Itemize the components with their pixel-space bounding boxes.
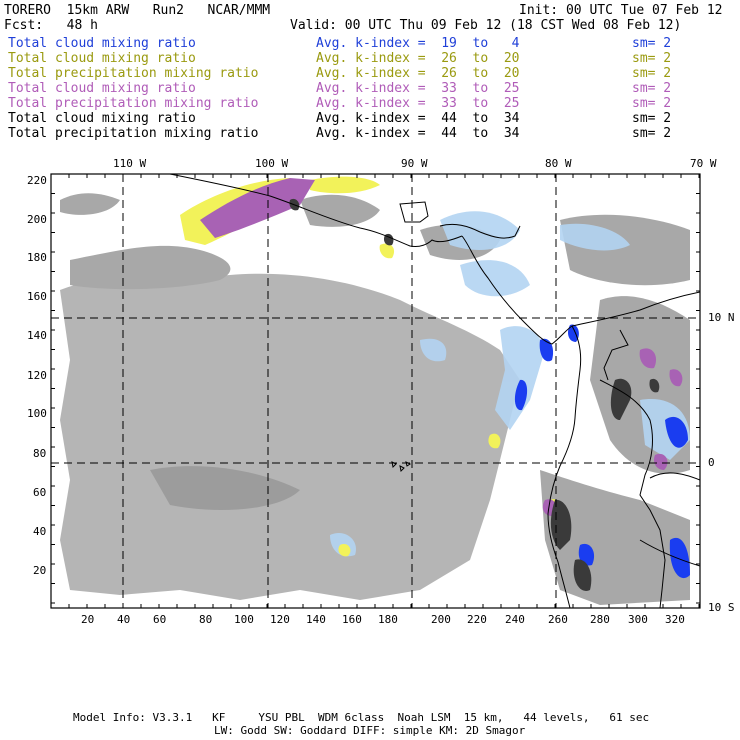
lon-label-80w: 80 W	[545, 157, 572, 170]
legend-kindex-1: Avg. k-index = 26 to 20	[316, 51, 520, 66]
legend-sm-1: sm= 2	[632, 51, 672, 66]
legend-kindex-5: Avg. k-index = 44 to 34	[316, 111, 520, 126]
legend-sm-2: sm= 2	[632, 66, 672, 81]
x-label-120: 120	[270, 613, 290, 626]
purple-layer	[200, 178, 683, 516]
x-label-40: 40	[117, 613, 131, 626]
x-label-60: 60	[153, 613, 167, 626]
x-label-80: 80	[199, 613, 213, 626]
legend-field-3: Total cloud mixing ratio	[8, 81, 196, 96]
y-label-80: 80	[33, 447, 47, 460]
init-time: Init: 00 UTC Tue 07 Feb 12	[519, 3, 723, 18]
lon-label-70w: 70 W	[690, 157, 717, 170]
legend-field-2: Total precipitation mixing ratio	[8, 66, 259, 81]
x-label-240: 240	[505, 613, 525, 626]
coastlines	[169, 174, 700, 608]
legend-kindex-3: Avg. k-index = 33 to 25	[316, 81, 520, 96]
lat-label-10n: 10 N	[708, 311, 735, 324]
lon-label-100w: 100 W	[255, 157, 289, 170]
x-label-200: 200	[431, 613, 451, 626]
model-info: Model Info: V3.3.1 KF YSU PBL WDM 6class…	[73, 711, 650, 724]
model-physics: LW: Godd SW: Goddard DIFF: simple KM: 2D…	[214, 724, 526, 737]
y-label-120: 120	[27, 369, 47, 382]
legend-sm-0: sm= 2	[632, 36, 672, 51]
x-label-260: 260	[548, 613, 568, 626]
lon-label-110w: 110 W	[113, 157, 147, 170]
valid-time: Valid: 00 UTC Thu 09 Feb 12 (18 CST Wed …	[290, 18, 682, 33]
x-label-220: 220	[467, 613, 487, 626]
model-title: TORERO 15km ARW Run2 NCAR/MMM	[4, 3, 271, 18]
legend-kindex-6: Avg. k-index = 44 to 34	[316, 126, 520, 141]
legend-field-4: Total precipitation mixing ratio	[8, 96, 259, 111]
x-label-320: 320	[665, 613, 685, 626]
x-label-20: 20	[81, 613, 95, 626]
legend-field-0: Total cloud mixing ratio	[8, 36, 196, 51]
y-label-100: 100	[27, 407, 47, 420]
y-label-160: 160	[27, 290, 47, 303]
legend-field-5: Total cloud mixing ratio	[8, 111, 196, 126]
x-label-280: 280	[590, 613, 610, 626]
y-label-20: 20	[33, 564, 47, 577]
x-label-140: 140	[306, 613, 326, 626]
y-label-60: 60	[33, 486, 47, 499]
blue-layer	[514, 324, 690, 579]
legend-sm-5: sm= 2	[632, 111, 672, 126]
x-label-100: 100	[234, 613, 254, 626]
legend-field-1: Total cloud mixing ratio	[8, 51, 196, 66]
legend-kindex-2: Avg. k-index = 26 to 20	[316, 66, 520, 81]
x-label-160: 160	[342, 613, 362, 626]
gray-cloud-layer	[60, 193, 690, 605]
y-label-220: 220	[27, 174, 47, 187]
y-label-180: 180	[27, 251, 47, 264]
legend-sm-4: sm= 2	[632, 96, 672, 111]
x-label-180: 180	[378, 613, 398, 626]
legend-sm-6: sm= 2	[632, 126, 672, 141]
lon-label-90w: 90 W	[401, 157, 428, 170]
legend-kindex-0: Avg. k-index = 19 to 4	[316, 36, 520, 51]
y-label-140: 140	[27, 329, 47, 342]
legend-kindex-4: Avg. k-index = 33 to 25	[316, 96, 520, 111]
legend-sm-3: sm= 2	[632, 81, 672, 96]
legend-field-6: Total precipitation mixing ratio	[8, 126, 259, 141]
forecast-hour: Fcst: 48 h	[4, 18, 98, 33]
graticule	[51, 174, 700, 608]
lat-label-0: 0	[708, 456, 715, 469]
x-label-300: 300	[628, 613, 648, 626]
y-label-200: 200	[27, 213, 47, 226]
tick-marks	[50, 173, 700, 608]
y-label-40: 40	[33, 525, 47, 538]
lat-label-10s: 10 S	[708, 601, 735, 614]
cloud-field	[60, 174, 700, 608]
